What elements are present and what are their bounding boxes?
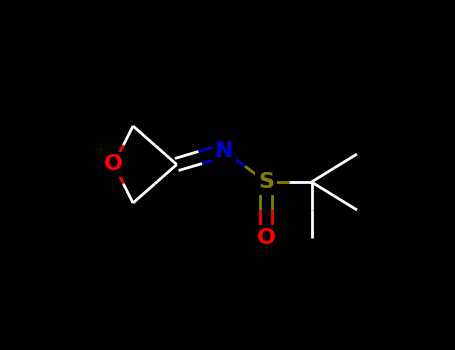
Text: O: O xyxy=(104,154,123,175)
Text: O: O xyxy=(257,228,275,248)
Text: N: N xyxy=(215,140,233,161)
Text: S: S xyxy=(258,172,274,192)
